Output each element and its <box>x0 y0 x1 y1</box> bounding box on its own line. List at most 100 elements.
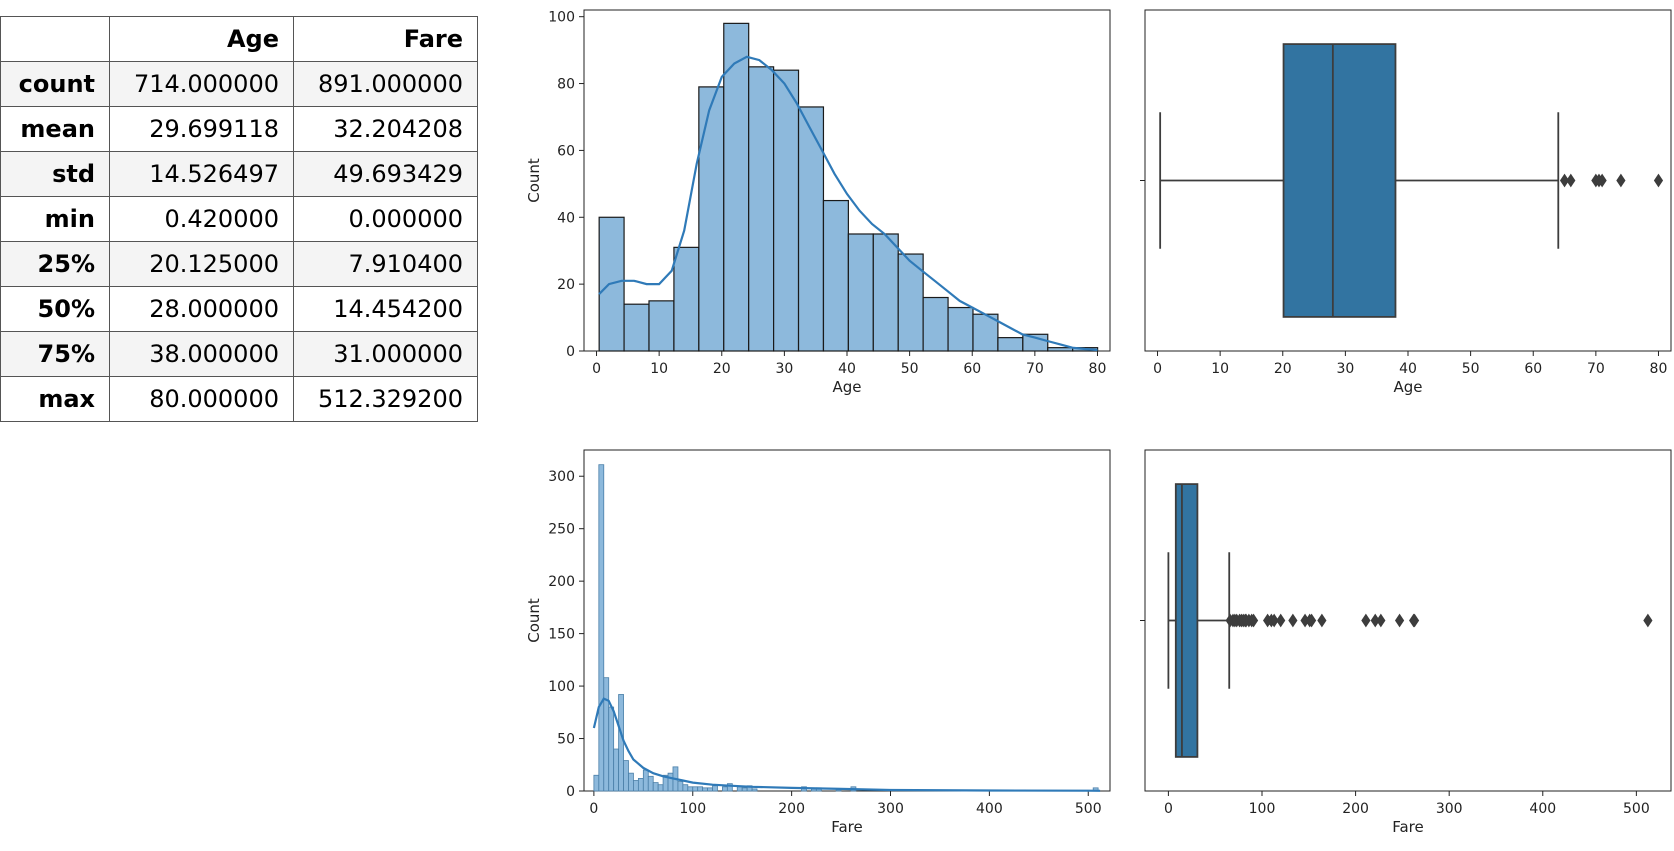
kde-curve <box>592 697 1101 792</box>
outlier-point <box>1559 173 1570 188</box>
x-axis-label: Fare <box>831 818 863 836</box>
table-row: 75% 38.000000 31.000000 <box>0 331 478 377</box>
table-row: std 14.526497 49.693429 <box>0 151 478 197</box>
header-index <box>0 16 110 62</box>
row-stat: std <box>0 151 110 197</box>
histogram-bar <box>692 786 699 792</box>
histogram-bar <box>652 782 659 792</box>
table-row: min 0.420000 0.000000 <box>0 196 478 242</box>
x-tick-label: 10 <box>1211 361 1229 377</box>
outlier-point <box>1306 613 1317 628</box>
histogram-bar <box>972 313 999 352</box>
x-tick-label: 500 <box>1075 801 1102 817</box>
row-stat: 50% <box>0 286 110 332</box>
outlier-point <box>1653 173 1664 188</box>
x-tick-label: 400 <box>1529 801 1556 817</box>
histogram-bar <box>623 760 629 792</box>
cell-age: 14.526497 <box>109 151 294 197</box>
x-tick-label: 60 <box>963 361 981 377</box>
cell-fare: 14.454200 <box>293 286 478 332</box>
histogram-bar <box>773 69 800 352</box>
x-tick-label: 80 <box>1650 361 1668 377</box>
y-tick-label: 300 <box>548 469 575 485</box>
x-tick-label: 40 <box>1399 361 1417 377</box>
x-axis-label: Age <box>832 378 861 396</box>
cell-fare: 49.693429 <box>293 151 478 197</box>
x-axis-label: Fare <box>1392 818 1424 836</box>
y-tick-label: 50 <box>557 732 575 748</box>
histogram-bar <box>822 199 849 352</box>
histogram-bar <box>642 769 649 792</box>
histogram-bar <box>667 772 674 792</box>
x-tick-label: 30 <box>775 361 793 377</box>
row-stat: mean <box>0 106 110 152</box>
histogram-bar <box>797 106 825 352</box>
cell-age: 80.000000 <box>109 376 294 422</box>
outlier-point <box>1409 613 1420 628</box>
y-tick-label: 0 <box>566 784 575 800</box>
histogram-bar <box>748 66 775 352</box>
y-tick-label: 60 <box>557 143 575 159</box>
x-axis-label: Age <box>1393 378 1422 396</box>
x-tick-label: 70 <box>1026 361 1044 377</box>
x-tick-label: 200 <box>1342 801 1369 817</box>
y-tick-label: 100 <box>548 10 575 26</box>
describe-table: Age Fare count 714.000000 891.000000 mea… <box>0 16 478 422</box>
x-tick-label: 20 <box>1274 361 1292 377</box>
histogram-bar <box>618 694 624 792</box>
y-axis-label: Count <box>525 158 543 203</box>
x-tick-label: 60 <box>1524 361 1542 377</box>
outlier-point <box>1643 613 1653 628</box>
cell-fare: 31.000000 <box>293 331 478 377</box>
histogram-bar <box>648 300 675 352</box>
histogram-bar <box>872 233 899 352</box>
y-tick-label: 80 <box>557 77 575 93</box>
x-tick-label: 70 <box>1587 361 1605 377</box>
plot-frame <box>583 449 1111 792</box>
y-tick-label: 20 <box>557 277 575 293</box>
histogram-bar <box>707 787 713 792</box>
x-tick-label: 0 <box>592 361 601 377</box>
box-iqr <box>1282 43 1397 318</box>
x-tick-label: 0 <box>1164 801 1173 817</box>
table-row: mean 29.699118 32.204208 <box>0 106 478 152</box>
histogram-bar <box>603 677 610 792</box>
row-stat: count <box>0 61 110 107</box>
cell-age: 20.125000 <box>109 241 294 287</box>
histogram-bar <box>633 780 639 792</box>
histogram-bar <box>647 775 654 792</box>
header-fare: Fare <box>293 16 478 62</box>
outlier-point <box>1394 613 1405 628</box>
histogram-bar <box>677 781 684 792</box>
x-tick-label: 30 <box>1336 361 1354 377</box>
histogram-bar <box>723 22 750 352</box>
histogram-bar <box>835 789 842 792</box>
x-tick-label: 80 <box>1089 361 1107 377</box>
histogram-bar <box>637 778 644 792</box>
outlier-point <box>1566 173 1576 188</box>
box-iqr <box>1174 483 1199 758</box>
histogram-bar <box>657 784 664 792</box>
histogram-bar <box>687 786 694 792</box>
x-tick-label: 100 <box>679 801 706 817</box>
x-tick-label: 400 <box>976 801 1003 817</box>
row-stat: 75% <box>0 331 110 377</box>
x-tick-label: 10 <box>650 361 668 377</box>
histogram-bar <box>847 233 874 352</box>
histogram-bar <box>698 86 725 352</box>
y-tick-label: 100 <box>548 679 575 695</box>
outlier-point <box>1248 613 1259 628</box>
row-stat: min <box>0 196 110 242</box>
histogram-bar <box>623 303 650 352</box>
histogram-bar <box>997 337 1024 352</box>
histogram-bar <box>682 784 689 792</box>
histogram-bar <box>702 787 708 792</box>
table-row: 25% 20.125000 7.910400 <box>0 241 478 287</box>
histogram-bar <box>726 783 733 792</box>
y-tick-label: 40 <box>557 210 575 226</box>
outlier-point <box>1361 613 1371 628</box>
y-tick-label: 0 <box>566 344 575 360</box>
cell-fare: 0.000000 <box>293 196 478 242</box>
histogram-bar <box>613 748 620 792</box>
